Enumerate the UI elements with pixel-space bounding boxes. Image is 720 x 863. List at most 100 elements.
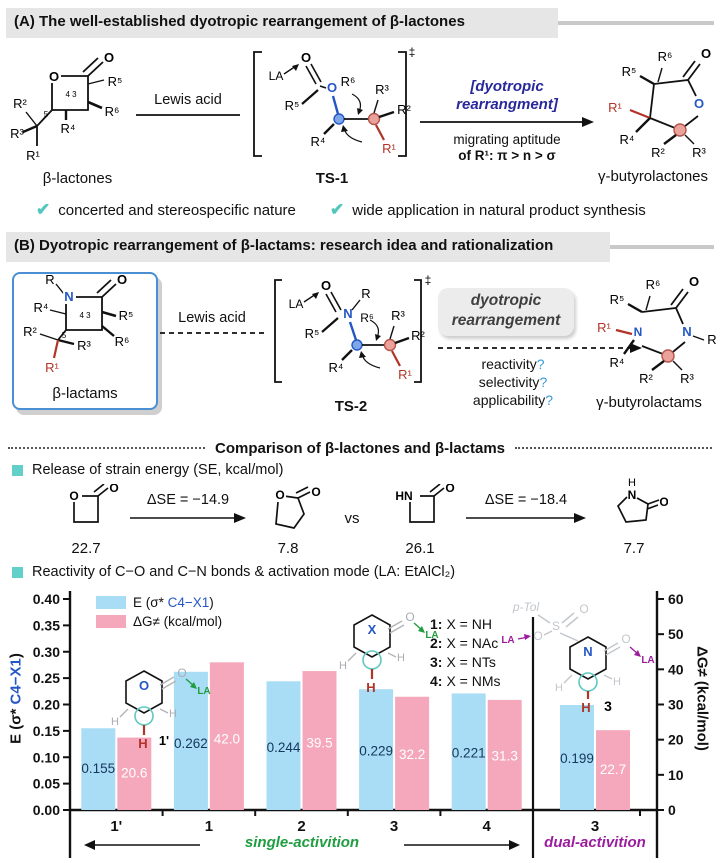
ts1-r1: R¹ [382,141,396,156]
right-tick-label: 30 [668,697,684,713]
panel-b-rule [598,245,714,249]
inset1-red-h: H [138,736,147,751]
b-ring-pos5: 5 [62,331,67,340]
ts2-caption: TS-2 [334,398,368,415]
se-value-4: 7.7 [623,540,645,557]
lewis-acid-label-a: Lewis acid [154,92,222,108]
ts2-structure: ‡ LA O R N R⁵ R⁶ R³ R² R⁴ R¹ [274,273,431,383]
migrating-line2: of R¹: π > n > σ [458,148,556,163]
panel-b-header: (B) Dyotropic rearrangement of β-lactams… [6,232,610,262]
category-label: 1' [110,818,122,835]
ts2-la: LA [289,297,304,311]
prod-b-ring-n2: N [634,325,643,339]
category-label: 3 [591,818,599,835]
ts2-r6: R⁶ [360,311,374,325]
inset3-o-right: O [621,632,630,646]
inset3-la-left: LA [501,635,514,646]
prod-a-r6: R⁶ [658,49,673,64]
legend-item-dg: ΔG≠ (kcal/mol) [96,612,222,631]
dyotropic-a-line2: rearrangment] [456,96,558,113]
category-label: 3 [390,818,398,835]
inset3-h2: H [613,676,621,688]
gbl-small-structure: O O [273,485,321,529]
prod-b-r2: R² [639,371,653,386]
bar-value-label: 0.244 [267,740,301,755]
bar-value-label: 0.262 [174,736,208,751]
inset3-h: H [555,682,563,694]
dual-activation-label: dual-activition [544,834,646,851]
bar-value-label: 0.229 [359,744,393,759]
carbonyl-o-label: O [104,50,114,65]
inset-structure-1prime: O O LA H H H 1' [111,666,211,751]
check-icon: ✔ [330,200,345,219]
arrow-a2 [420,117,594,127]
bar-value-label: 0.155 [81,761,115,776]
strain-heading-row: Release of strain energy (SE, kcal/mol) [12,462,283,478]
bar-value-label: 39.5 [306,735,332,750]
ts2-r2: R² [411,328,425,343]
inset3-red-h: H [581,700,590,715]
x-definitions: 1: X = NH 2: X = NAc 3: X = NTs 4: X = NMs [430,615,501,691]
bar-e-3 [560,705,594,810]
bar-dg-1' [117,737,152,810]
panel-b-title: (B) Dyotropic rearrangement of β-lactams… [14,237,554,254]
ts2-n-r: R [361,286,370,301]
inset3-s: S [552,619,560,633]
b-r6: R⁶ [115,334,130,349]
se-value-1: 22.7 [71,540,101,557]
dotted-rule-left [8,447,205,449]
dyotropic-b-line2: rearrangement [451,312,561,330]
strain-heading: Release of strain energy (SE, kcal/mol) [32,462,284,478]
dyotropic-b-box: dyotropic rearrangement [438,288,574,336]
bar-e-4 [451,693,486,810]
bar-value-label: 31.3 [492,748,518,763]
left-tick-label: 0.05 [33,776,60,792]
azetidinone-structure: HN O [393,484,455,523]
ts2-r3: R³ [391,308,405,323]
inset3-label: 3 [604,698,612,714]
prod-b-n-r: R [707,332,716,347]
check-row-2: ✔ wide application in natural product syn… [330,200,646,220]
panel-a-scheme: O O 4 3 R⁵ R⁶ R⁴ 5 R² R³ R¹ β-lactones L… [0,40,720,198]
inset1-h2: H [169,708,177,720]
panel-b-scheme: R N O 4 3 R⁴ R⁵ R⁶ 5 R² R³ R¹ [0,266,720,434]
left-tick-label: 0.40 [33,591,60,607]
single-activation-label: single-activition [244,834,360,851]
b-r4: R⁴ [34,300,49,315]
b-carbonyl-o: O [117,274,127,287]
b-r5: R⁵ [119,308,134,323]
ts1-r3: R³ [375,82,389,97]
inset-structure-x: X O LA H H H [339,610,439,695]
n-substituent-r: R [45,274,54,287]
s3-hn: HN [395,489,412,503]
gamma-butyrolactam-structure: N R O R⁵ R⁶ N R¹ R⁴ R² R³ [597,274,717,386]
bar-dg-3 [395,696,430,810]
bar-e-3 [359,689,394,810]
bar-value-label: 20.6 [121,765,147,780]
bar-e-1 [173,671,208,810]
reactivity-heading: Reactivity of C−O and C−N bonds & activa… [32,564,456,580]
bar-value-label: 22.7 [600,762,626,777]
prod-b-ring-n: N [682,324,691,339]
legend-item-e: E (σ* C4−X1) [96,593,222,612]
beta-lactone-structure: O O 4 3 R⁵ R⁶ R⁴ 5 R² R³ R¹ [10,50,122,163]
inset3-o-top: O [579,602,588,616]
bar-dg-4 [487,699,522,810]
ts1-carbonyl-o: O [301,50,311,65]
ts1-structure: ‡ LA O O R⁵ R⁶ R³ R² R⁴ R¹ [253,45,416,157]
inset1-la: LA [197,686,210,697]
la-label: LA [269,69,284,83]
bar-e-2 [266,681,301,810]
migrating-line1: migrating aptitude [453,132,561,147]
s1-carbonyl-o: O [109,484,118,495]
prod-a-ring-o: O [694,96,704,111]
left-tick-label: 0.35 [33,617,60,633]
prod-a-r1: R¹ [608,100,622,115]
inset-structure-3: p-Tol S O LA O N O LA H H H [501,600,654,715]
gamma-butyrolactones-caption: γ-butyrolactones [597,168,709,185]
left-axis-title: E (σ* C4−X1) [7,653,25,744]
prod-b-r4: R⁴ [610,355,625,370]
dyotropic-b-line1: dyotropic [470,292,542,309]
left-tick-label: 0.20 [33,697,60,713]
dagger-a: ‡ [409,45,416,59]
